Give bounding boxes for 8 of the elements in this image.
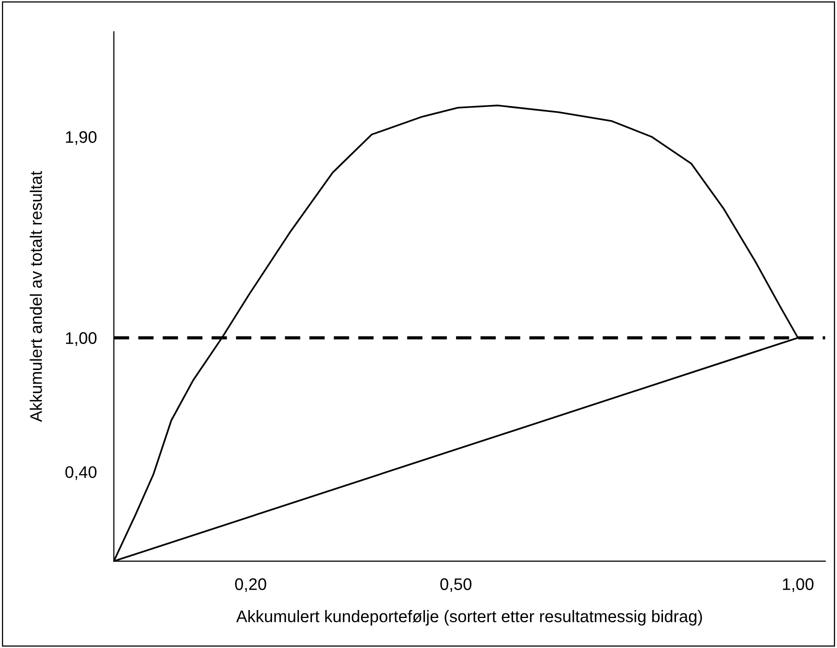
y-axis-title: Akkumulert andel av totalt resultat [30, 171, 42, 422]
y-tick-label: 1,00 [66, 332, 97, 346]
x-tick-label: 1,00 [782, 578, 814, 592]
x-tick-label: 0,20 [235, 578, 266, 592]
x-tick-label: 0,50 [440, 578, 472, 592]
x-axis-title: Akkumulert kundeportefølje (sortert etter resultatmessig bidrag) [236, 610, 702, 626]
y-tick-label: 0,40 [65, 466, 97, 480]
y-tick-label: 1,90 [66, 131, 97, 145]
